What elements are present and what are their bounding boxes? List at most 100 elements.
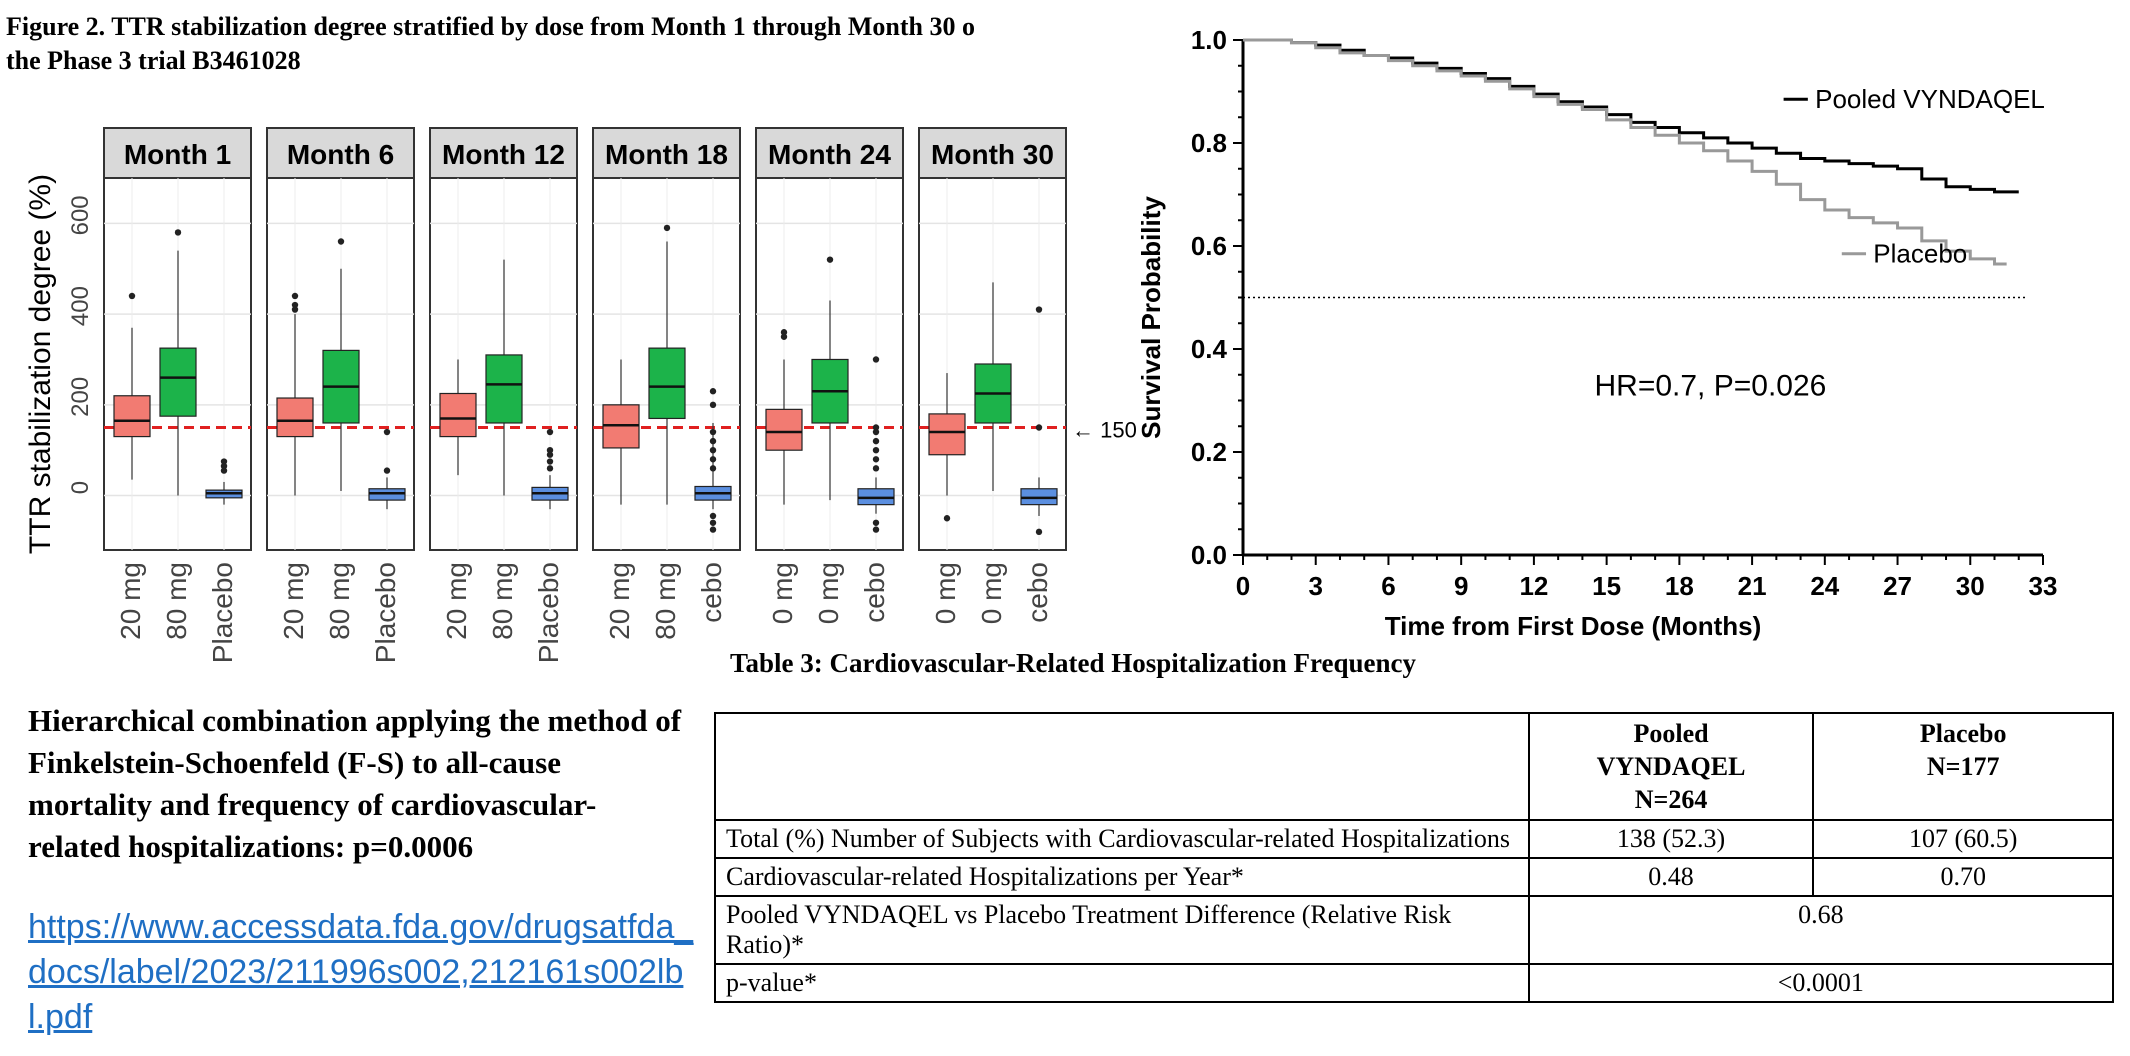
- x-tick-label: 3: [1308, 571, 1322, 601]
- x-tick-label: cebo: [859, 562, 890, 623]
- cell-value: 107 (60.5): [1812, 819, 2114, 859]
- y-tick-label: 200: [67, 377, 94, 417]
- outlier-point: [709, 401, 717, 409]
- panel-label: Month 6: [287, 139, 394, 170]
- outlier-point: [546, 458, 554, 465]
- outlier-point: [383, 467, 391, 474]
- outlier-point: [383, 428, 391, 436]
- y-tick-label: 0.4: [1191, 334, 1228, 364]
- x-tick-label: 20 mg: [441, 562, 472, 640]
- y-tick-label: 400: [67, 286, 94, 326]
- outlier-point: [546, 451, 554, 458]
- table-title: Table 3: Cardiovascular-Related Hospital…: [730, 648, 1416, 678]
- y-tick-label: 0.2: [1191, 437, 1227, 467]
- outlier-point: [709, 446, 717, 454]
- outlier-point: [546, 465, 554, 472]
- panel-strip: [266, 127, 415, 179]
- y-axis-label: Survival Probability: [1136, 196, 1166, 439]
- outlier-point: [872, 519, 880, 526]
- outlier-point: [291, 292, 299, 300]
- outlier-point: [1035, 306, 1043, 313]
- x-tick-label: 21: [1738, 571, 1767, 601]
- y-tick-label: 0.8: [1191, 128, 1227, 158]
- outlier-point: [709, 456, 717, 463]
- x-tick-label: 0 mg: [767, 562, 798, 624]
- outlier-point: [872, 428, 880, 436]
- table-row: Cardiovascular-related Hospitalizations …: [714, 857, 2114, 897]
- outlier-point: [709, 465, 717, 472]
- box: [765, 408, 803, 451]
- cell-value: 0.70: [1812, 857, 2114, 897]
- table-row: p-value* <0.0001: [714, 963, 2115, 1003]
- box: [928, 413, 966, 456]
- fda-label-link[interactable]: https://www.accessdata.fda.gov/drugsatfd…: [28, 908, 694, 1036]
- x-tick-label: 80 mg: [324, 562, 355, 640]
- table-row: Total (%) Number of Subjects with Cardio…: [714, 819, 2114, 859]
- table-header-cell: [714, 712, 1530, 821]
- x-tick-label: Placebo: [207, 562, 238, 663]
- box: [439, 392, 477, 438]
- y-tick-label: 0.6: [1191, 231, 1227, 261]
- row-label: Total (%) Number of Subjects with Cardio…: [714, 819, 1530, 859]
- outlier-point: [709, 388, 717, 395]
- panel-label: Month 18: [605, 139, 728, 170]
- cell-value: <0.0001: [1527, 963, 2115, 1003]
- table-header-cell: Placebo N=177: [1812, 712, 2114, 821]
- panel-label: Month 30: [931, 139, 1054, 170]
- box: [485, 354, 523, 424]
- x-tick-label: 9: [1454, 571, 1468, 601]
- outlier-point: [709, 437, 717, 445]
- y-axis-label: TTR stabilization degree (%): [24, 174, 57, 554]
- x-tick-label: 0: [1236, 571, 1250, 601]
- outlier-point: [709, 512, 717, 520]
- outlier-point: [663, 224, 671, 232]
- table-row: Pooled VYNDAQEL vs Placebo Treatment Dif…: [714, 895, 2115, 965]
- table-header-row: Pooled VYNDAQEL N=264 Placebo N=177: [714, 712, 2114, 821]
- x-tick-label: 6: [1381, 571, 1395, 601]
- outlier-point: [337, 238, 345, 245]
- outlier-point: [220, 458, 228, 465]
- outlier-point: [943, 515, 951, 522]
- x-tick-label: 0 mg: [930, 562, 961, 624]
- table-header-cell: Pooled VYNDAQEL N=264: [1527, 712, 1815, 821]
- x-tick-label: 80 mg: [487, 562, 518, 640]
- hr-annotation: HR=0.7, P=0.026: [1595, 369, 1827, 402]
- x-tick-label: 33: [2029, 571, 2058, 601]
- panel-label: Month 12: [442, 139, 565, 170]
- outlier-point: [872, 526, 880, 533]
- y-tick-label: 0.0: [1191, 540, 1227, 570]
- vyndaqel-curve: [1243, 38, 2019, 194]
- outlier-point: [780, 329, 788, 336]
- row-label: Pooled VYNDAQEL vs Placebo Treatment Dif…: [714, 895, 1530, 965]
- x-axis-label: Time from First Dose (Months): [1385, 611, 1762, 641]
- x-tick-label: 80 mg: [161, 562, 192, 640]
- panel-strip: [918, 127, 1067, 179]
- outlier-point: [291, 306, 299, 313]
- x-tick-label: 18: [1665, 571, 1694, 601]
- outlier-point: [872, 456, 880, 463]
- hospitalization-table: Pooled VYNDAQEL N=264 Placebo N=177 Tota…: [714, 712, 2115, 1003]
- hierarchical-note: Hierarchical combination applying the me…: [28, 703, 682, 864]
- x-tick-label: 27: [1883, 571, 1912, 601]
- placebo-curve: [1243, 38, 2007, 266]
- cell-value: 138 (52.3): [1527, 819, 1815, 859]
- y-tick-label: 600: [67, 195, 94, 235]
- x-tick-label: 80 mg: [650, 562, 681, 640]
- outlier-point: [291, 301, 299, 309]
- panel-strip: [429, 127, 578, 179]
- x-tick-label: 30: [1956, 571, 1985, 601]
- x-tick-label: 0 mg: [813, 562, 844, 624]
- cell-value: 0.68: [1527, 895, 2115, 965]
- outlier-point: [220, 467, 228, 474]
- figure-title: Figure 2. TTR stabilization degree strat…: [6, 12, 975, 75]
- row-label: p-value*: [714, 963, 1530, 1003]
- outlier-point: [780, 333, 788, 340]
- panel-strip: [592, 127, 741, 179]
- y-tick-label: 0: [67, 481, 94, 494]
- panel-strip: [755, 127, 904, 179]
- outlier-point: [872, 424, 880, 431]
- x-tick-label: 20 mg: [115, 562, 146, 640]
- outlier-point: [1035, 424, 1043, 431]
- outlier-point: [872, 437, 880, 445]
- legend-label: Pooled VYNDAQEL: [1815, 84, 2045, 114]
